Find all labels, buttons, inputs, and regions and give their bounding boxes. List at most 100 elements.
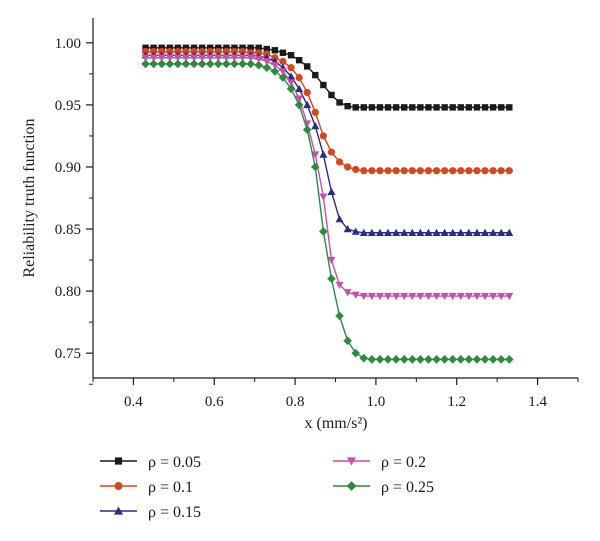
data-point: [198, 54, 207, 62]
data-point: [335, 215, 344, 223]
data-point: [295, 57, 303, 64]
data-point: [222, 59, 231, 69]
data-point: [327, 274, 336, 284]
data-point: [278, 73, 288, 82]
series-4: [141, 54, 514, 301]
data-point: [206, 54, 215, 62]
data-point: [456, 292, 465, 301]
data-point: [496, 355, 506, 364]
data-point: [375, 355, 385, 364]
data-point: [287, 72, 296, 80]
data-point: [392, 292, 401, 301]
x-tick-label: 0.8: [286, 394, 305, 410]
data-point: [383, 355, 393, 364]
legend-label: ρ = 0.25: [381, 479, 434, 496]
data-point: [416, 355, 425, 364]
data-point: [465, 104, 473, 111]
data-point: [351, 348, 361, 358]
y-tick-label: 0.90: [55, 160, 81, 176]
data-point: [246, 59, 255, 69]
data-point: [368, 167, 376, 175]
legend-label: ρ = 0.15: [148, 504, 201, 521]
data-point: [287, 52, 295, 59]
data-point: [456, 355, 466, 364]
data-point: [343, 225, 352, 233]
data-point: [165, 59, 175, 69]
data-point: [263, 45, 270, 53]
legend-item-3: ρ = 0.15: [100, 504, 201, 521]
x-axis-title: x (mm/s²): [304, 415, 367, 432]
data-point: [295, 84, 304, 92]
data-point: [424, 228, 433, 236]
data-point: [205, 59, 215, 69]
data-point: [488, 355, 498, 364]
data-point: [441, 167, 449, 175]
data-point: [440, 355, 449, 364]
data-point: [432, 355, 441, 364]
series-2: [141, 47, 513, 175]
data-point: [384, 292, 393, 301]
data-point: [189, 59, 199, 69]
data-point: [319, 150, 328, 158]
data-point: [190, 54, 199, 62]
series-line: [145, 54, 510, 234]
data-point: [311, 108, 319, 116]
data-point: [497, 228, 506, 236]
data-point: [440, 292, 449, 301]
x-tick-label: 1.0: [367, 394, 386, 410]
data-point: [400, 292, 409, 301]
data-point: [247, 44, 254, 51]
data-point: [335, 281, 344, 289]
data-point: [392, 104, 400, 111]
data-point: [351, 227, 360, 235]
data-point: [295, 73, 303, 82]
data-point: [472, 355, 482, 364]
data-point: [472, 292, 481, 301]
data-point: [481, 292, 490, 301]
data-point: [278, 68, 287, 76]
data-point: [359, 292, 368, 301]
data-point: [238, 54, 247, 62]
data-point: [489, 167, 497, 175]
data-point: [271, 47, 279, 54]
data-point: [303, 88, 311, 97]
data-point: [457, 167, 465, 175]
data-point: [424, 355, 433, 364]
series-line: [145, 50, 510, 172]
legend-label: ρ = 0.05: [148, 454, 201, 471]
data-point: [238, 59, 247, 69]
data-point: [416, 167, 424, 175]
y-tick-label: 0.75: [55, 346, 81, 362]
data-point: [319, 193, 328, 201]
data-point: [409, 104, 416, 111]
data-point: [215, 44, 222, 51]
data-point: [505, 167, 513, 175]
data-point: [346, 481, 357, 491]
data-point: [149, 59, 158, 69]
data-point: [344, 163, 352, 171]
data-point: [328, 91, 335, 99]
data-point: [375, 292, 384, 301]
data-point: [214, 54, 223, 62]
data-point: [384, 228, 393, 236]
data-point: [239, 44, 246, 51]
data-point: [279, 49, 287, 56]
data-point: [392, 228, 401, 236]
data-point: [441, 104, 448, 111]
data-point: [472, 228, 481, 236]
data-point: [343, 289, 352, 297]
data-point: [304, 63, 311, 70]
data-point: [182, 44, 190, 51]
data-point: [310, 162, 320, 172]
data-point: [384, 167, 392, 175]
data-point: [174, 44, 182, 51]
data-point: [254, 60, 264, 70]
data-point: [352, 165, 360, 174]
data-point: [408, 228, 417, 236]
data-point: [230, 59, 239, 69]
data-point: [262, 58, 271, 66]
data-point: [416, 292, 425, 301]
legend-item-2: ρ = 0.1: [100, 479, 193, 496]
data-point: [207, 44, 214, 51]
